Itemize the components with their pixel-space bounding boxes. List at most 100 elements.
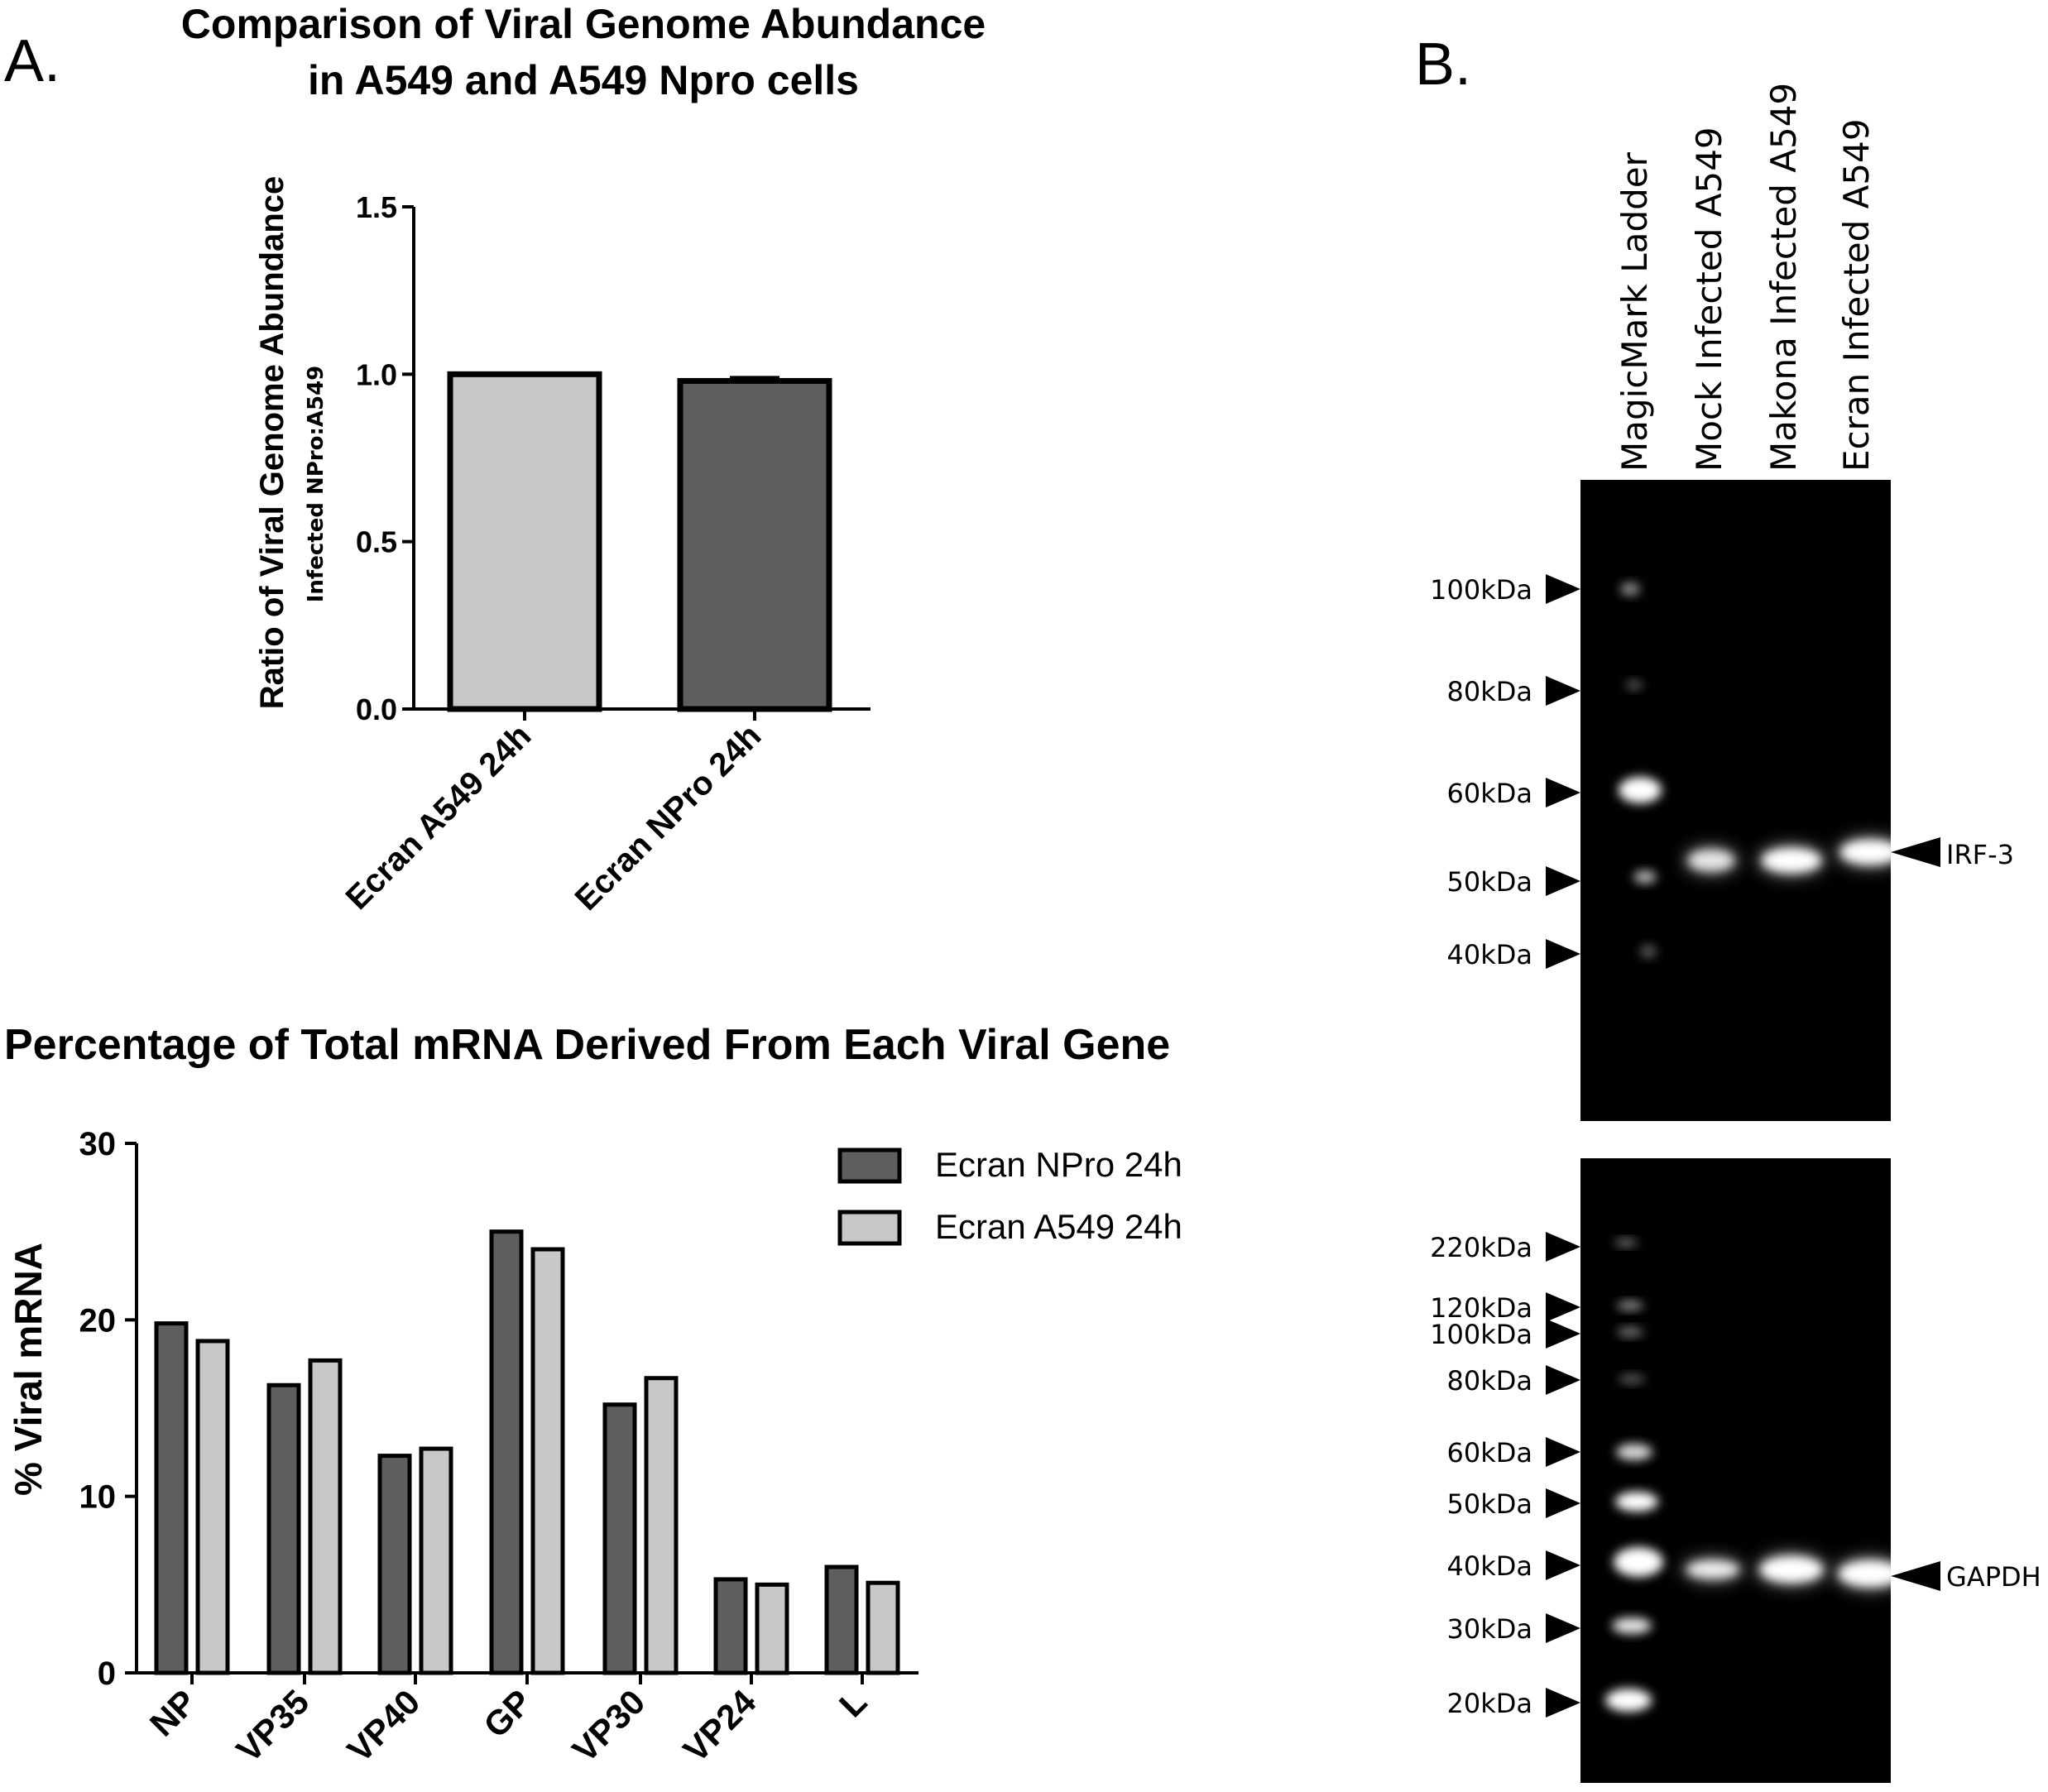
marker-arrow bbox=[1546, 1437, 1580, 1467]
marker-arrow bbox=[1546, 1292, 1580, 1322]
ladder-band bbox=[1616, 1444, 1652, 1460]
irf3-arrow bbox=[1891, 837, 1940, 867]
chart2-x-tick-label: GP bbox=[476, 1682, 539, 1745]
chart2-bar bbox=[602, 1402, 637, 1675]
ladder-band bbox=[1619, 1374, 1645, 1384]
chart1-y-axis-sublabel: Infected NPro:A549 bbox=[304, 366, 329, 603]
chart1-y-tick-label: 0.5 bbox=[356, 525, 397, 559]
chart2-bar bbox=[154, 1321, 189, 1675]
chart2-y-axis-label: % Viral mRNA bbox=[7, 1243, 50, 1496]
chart2-x-tick-label: VP30 bbox=[564, 1682, 652, 1770]
lane-label: MagicMark Ladder bbox=[1614, 151, 1655, 472]
marker-label: 30kDa bbox=[1447, 1613, 1533, 1645]
lane-label: Makona Infected A549 bbox=[1763, 83, 1804, 472]
lane-label: Ecran Infected A549 bbox=[1836, 118, 1877, 472]
chart2-legend: Ecran NPro 24h Ecran A549 24h bbox=[837, 1145, 1182, 1246]
panel-a-letter: A. bbox=[4, 28, 60, 94]
marker-arrow bbox=[1546, 866, 1580, 896]
ladder-band bbox=[1612, 1617, 1652, 1634]
ladder-band bbox=[1640, 945, 1657, 958]
chart2-legend-label: Ecran NPro 24h bbox=[935, 1145, 1182, 1184]
chart2-x-tick-label: VP24 bbox=[675, 1682, 763, 1770]
marker-arrow bbox=[1546, 1365, 1580, 1395]
ladder-band bbox=[1614, 1547, 1663, 1577]
chart2-bar bbox=[755, 1582, 789, 1675]
marker-label: 120kDa bbox=[1430, 1292, 1532, 1324]
marker-arrow bbox=[1546, 939, 1580, 969]
chart2-bar bbox=[308, 1358, 343, 1675]
chart2-bar bbox=[377, 1454, 412, 1675]
chart2-y-tick-label: 20 bbox=[79, 1302, 117, 1339]
protein-band bbox=[1688, 850, 1734, 871]
marker-label: 40kDa bbox=[1447, 939, 1533, 970]
marker-label: 80kDa bbox=[1447, 1365, 1533, 1397]
chart1-y-axis-label: Ratio of Viral Genome Abundance bbox=[254, 176, 290, 710]
protein-band bbox=[1840, 840, 1900, 865]
lane-labels: MagicMark Ladder Mock Infected A549 Makona… bbox=[1614, 83, 1877, 472]
chart2-bar bbox=[195, 1339, 230, 1675]
marker-label: 20kDa bbox=[1447, 1688, 1533, 1719]
chart1-bar bbox=[677, 377, 832, 712]
gapdh-blot-membrane bbox=[1580, 1158, 1891, 1783]
marker-arrow bbox=[1546, 574, 1580, 604]
marker-label: 50kDa bbox=[1447, 866, 1533, 898]
panel-b-letter: B. bbox=[1415, 31, 1471, 98]
chart2-legend-label: Ecran A549 24h bbox=[935, 1207, 1182, 1246]
chart1-title-line-1: Comparison of Viral Genome Abundance bbox=[181, 1, 986, 47]
marker-label: 60kDa bbox=[1447, 1437, 1533, 1469]
ladder-band bbox=[1619, 777, 1662, 803]
ladder-band bbox=[1617, 1301, 1643, 1310]
protein-band bbox=[1686, 1560, 1739, 1579]
marker-label: 100kDa bbox=[1430, 1319, 1532, 1350]
chart2-legend-swatch bbox=[837, 1210, 902, 1246]
chart2-x-tick-label: VP35 bbox=[228, 1682, 316, 1770]
ladder-band bbox=[1617, 1327, 1643, 1337]
marker-arrow bbox=[1546, 778, 1580, 807]
genome-abundance-chart: Comparison of Viral Genome Abundance in … bbox=[181, 1, 986, 918]
marker-label: 100kDa bbox=[1430, 574, 1532, 606]
marker-arrow bbox=[1546, 676, 1580, 706]
chart1-x-tick-label: Ecran A549 24h bbox=[339, 717, 539, 917]
marker-arrow bbox=[1546, 1550, 1580, 1580]
chart1-title-line-2: in A549 and A549 Npro cells bbox=[308, 57, 859, 103]
ladder-band bbox=[1620, 582, 1640, 596]
chart2-bar bbox=[644, 1376, 679, 1675]
chart2-y-tick-label: 0 bbox=[98, 1655, 116, 1692]
chart1-y-tick-label: 1.0 bbox=[356, 357, 397, 391]
ladder-band bbox=[1605, 1689, 1652, 1712]
marker-arrow bbox=[1546, 1613, 1580, 1643]
marker-label: 40kDa bbox=[1447, 1550, 1533, 1582]
chart2-legend-swatch bbox=[837, 1148, 902, 1184]
ladder-band bbox=[1614, 1239, 1638, 1247]
chart1-y-tick-label: 1.5 bbox=[356, 190, 397, 224]
ladder-band bbox=[1633, 870, 1657, 884]
chart2-y-tick-label: 10 bbox=[79, 1479, 117, 1516]
irf3-label: IRF-3 bbox=[1946, 839, 2014, 870]
chart2-bar bbox=[824, 1564, 859, 1675]
ladder-band bbox=[1626, 680, 1643, 690]
chart1-bar bbox=[447, 371, 602, 712]
chart1-y-tick-label: 0.0 bbox=[356, 692, 397, 726]
marker-label: 50kDa bbox=[1447, 1488, 1533, 1520]
marker-label: 80kDa bbox=[1447, 676, 1533, 707]
viral-mrna-chart: Percentage of Total mRNA Derived From Ea… bbox=[4, 1021, 1182, 1770]
marker-arrow bbox=[1546, 1232, 1580, 1262]
gapdh-label: GAPDH bbox=[1946, 1561, 2041, 1593]
lane-label: Mock Infected A549 bbox=[1689, 127, 1729, 472]
protein-band bbox=[1760, 1556, 1823, 1583]
marker-label: 60kDa bbox=[1447, 778, 1533, 809]
chart2-bar bbox=[489, 1229, 524, 1675]
chart2-bar bbox=[266, 1382, 301, 1675]
chart2-x-tick-label: VP40 bbox=[339, 1682, 427, 1770]
chart2-bar bbox=[419, 1446, 453, 1675]
irf3-blot: 100kDa 80kDa 60kDa 50kDa 40kDa IRF-3 bbox=[1430, 480, 2014, 1121]
gapdh-arrow bbox=[1891, 1561, 1940, 1591]
chart2-bar bbox=[713, 1577, 748, 1675]
marker-arrow bbox=[1546, 1319, 1580, 1349]
chart2-bar bbox=[530, 1247, 565, 1675]
chart1-x-tick-label: Ecran NPro 24h bbox=[568, 717, 769, 918]
ladder-band bbox=[1615, 1492, 1658, 1512]
chart2-x-tick-label: L bbox=[832, 1682, 874, 1724]
protein-band bbox=[1762, 848, 1821, 873]
